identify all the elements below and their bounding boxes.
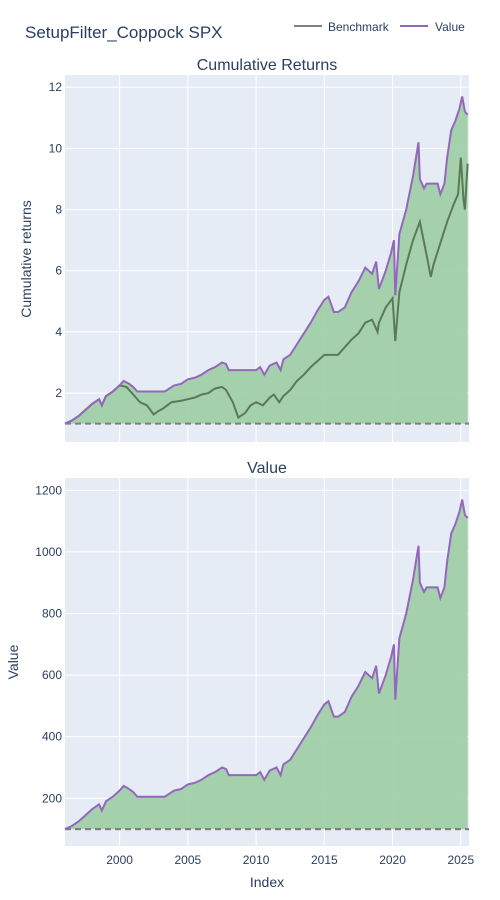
figure-title: SetupFilter_Coppock SPX	[25, 23, 223, 42]
subplot-title-cumulative-returns: Cumulative Returns	[197, 57, 338, 74]
x-tick-label: 2005	[174, 853, 201, 867]
y-tick-label: 1000	[35, 545, 62, 559]
y-tick-label: 200	[42, 791, 62, 805]
y-tick-label: 400	[42, 730, 62, 744]
value-fill-area	[65, 499, 468, 830]
x-tick-label: 2025	[447, 853, 474, 867]
value-series-line	[64, 96, 469, 425]
subplot-title-value: Value	[247, 460, 287, 477]
x-tick-label: 2020	[379, 853, 406, 867]
value-plot: 2000 2005 2010 2015 2020 2025 200 400 600 800 1000…	[35, 478, 474, 867]
y-tick-label: 12	[49, 80, 63, 94]
x-tick-label: 2000	[106, 853, 133, 867]
y-tick-label: 8	[55, 203, 62, 217]
y-tick-label: 600	[42, 668, 62, 682]
y-tick-label: 800	[42, 606, 62, 620]
y-axis-label-cumulative-returns: Cumulative returns	[18, 200, 34, 318]
legend-benchmark-label[interactable]: Benchmark	[328, 20, 390, 34]
y-tick-label: 6	[55, 264, 62, 278]
x-axis-label: Index	[250, 874, 284, 890]
benchmark-series-line	[64, 157, 469, 425]
y-tick-label: 4	[55, 325, 62, 339]
x-tick-label: 2010	[243, 853, 270, 867]
y-tick-label: 10	[49, 141, 63, 155]
value-series-line	[64, 499, 469, 830]
cumulative-returns-plot: 2 4 6 8 10 12	[49, 75, 469, 442]
legend-value-label[interactable]: Value	[435, 20, 465, 34]
y-tick-label: 1200	[35, 483, 62, 497]
value-fill-area	[65, 96, 468, 424]
x-tick-label: 2015	[311, 853, 338, 867]
legend[interactable]: Benchmark Value	[294, 20, 465, 34]
y-axis-label-value: Value	[5, 644, 21, 679]
y-tick-label: 2	[55, 386, 62, 400]
